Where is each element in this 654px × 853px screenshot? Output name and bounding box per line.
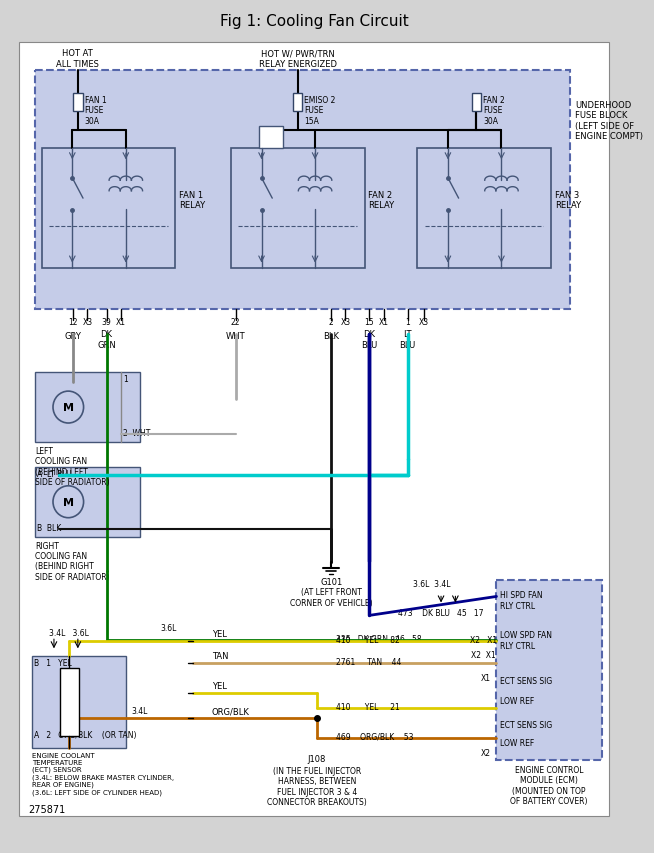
Text: 410      YEL     21: 410 YEL 21 xyxy=(336,702,400,711)
Bar xyxy=(35,71,570,310)
Text: X2   X1: X2 X1 xyxy=(470,635,498,644)
Text: WHT: WHT xyxy=(226,332,245,341)
Text: X1: X1 xyxy=(481,673,491,682)
Text: (IN THE FUEL INJECTOR
HARNESS, BETWEEN
FUEL INJECTOR 3 & 4
CONNECTOR BREAKOUTS): (IN THE FUEL INJECTOR HARNESS, BETWEEN F… xyxy=(267,766,367,806)
Text: X3: X3 xyxy=(82,318,92,327)
Text: DK
GRN: DK GRN xyxy=(97,330,116,350)
Text: X2  X1: X2 X1 xyxy=(471,651,496,659)
Text: B  BLK: B BLK xyxy=(37,523,61,532)
Bar xyxy=(60,669,78,736)
Text: 410      YEL     82: 410 YEL 82 xyxy=(336,635,400,644)
Text: EMISO 2
FUSE
15A: EMISO 2 FUSE 15A xyxy=(304,96,336,125)
Text: M: M xyxy=(63,497,74,508)
Text: B   1   YEL: B 1 YEL xyxy=(34,659,72,667)
Text: X1: X1 xyxy=(116,318,126,327)
Text: A  LT BLU: A LT BLU xyxy=(37,469,71,479)
Text: ORG/BLK: ORG/BLK xyxy=(212,706,250,716)
Bar xyxy=(472,94,481,112)
Bar xyxy=(293,94,302,112)
Text: HOT W/ PWR/TRN
RELAY ENERGIZED: HOT W/ PWR/TRN RELAY ENERGIZED xyxy=(259,49,337,68)
Text: DK
BLU: DK BLU xyxy=(361,330,377,350)
Text: X1: X1 xyxy=(379,318,388,327)
Text: FAN 1
FUSE
30A: FAN 1 FUSE 30A xyxy=(84,96,107,125)
Text: YEL: YEL xyxy=(212,682,226,690)
Text: 275871: 275871 xyxy=(28,804,65,814)
Text: 469    ORG/BLK    53: 469 ORG/BLK 53 xyxy=(336,732,413,740)
Text: LOW REF: LOW REF xyxy=(500,738,534,747)
Text: 2: 2 xyxy=(329,318,334,327)
Bar xyxy=(496,581,602,760)
Text: FAN 3
RELAY: FAN 3 RELAY xyxy=(555,191,581,210)
Text: G101: G101 xyxy=(320,577,342,586)
Text: M: M xyxy=(63,403,74,413)
Text: 1: 1 xyxy=(123,374,128,384)
Text: ENGINE CONTROL
MODULE (ECM)
(MOUNTED ON TOP
OF BATTERY COVER): ENGINE CONTROL MODULE (ECM) (MOUNTED ON … xyxy=(510,765,588,805)
Bar xyxy=(42,148,175,268)
Text: FAN 2
RELAY: FAN 2 RELAY xyxy=(368,191,394,210)
Text: 335   DK GRN   46   58: 335 DK GRN 46 58 xyxy=(336,634,422,643)
Text: 39: 39 xyxy=(101,318,111,327)
Text: YEL: YEL xyxy=(212,630,226,639)
Text: LOW SPD FAN
RLY CTRL: LOW SPD FAN RLY CTRL xyxy=(500,630,552,650)
Text: 15: 15 xyxy=(364,318,374,327)
Bar xyxy=(73,94,82,112)
Bar xyxy=(417,148,551,268)
Text: J108: J108 xyxy=(307,754,326,763)
Circle shape xyxy=(53,486,84,518)
Text: UNDERHOOD
FUSE BLOCK
(LEFT SIDE OF
ENGINE COMPT): UNDERHOOD FUSE BLOCK (LEFT SIDE OF ENGIN… xyxy=(575,101,643,141)
Bar xyxy=(231,148,364,268)
Bar xyxy=(35,373,140,443)
Text: 3.6L: 3.6L xyxy=(160,624,177,633)
Text: 2761     TAN    44: 2761 TAN 44 xyxy=(336,657,402,666)
Text: HOT AT
ALL TIMES: HOT AT ALL TIMES xyxy=(56,49,99,68)
Text: Fig 1: Cooling Fan Circuit: Fig 1: Cooling Fan Circuit xyxy=(220,14,408,29)
Text: 3.4L   3.6L: 3.4L 3.6L xyxy=(49,629,89,637)
Text: FAN 2
FUSE
30A: FAN 2 FUSE 30A xyxy=(483,96,505,125)
Text: X3: X3 xyxy=(340,318,351,327)
Text: ENGINE COOLANT
TEMPERATURE
(ECT) SENSOR
(3.4L: BELOW BRAKE MASTER CYLINDER,
REAR: ENGINE COOLANT TEMPERATURE (ECT) SENSOR … xyxy=(32,752,174,795)
Text: LT
BLU: LT BLU xyxy=(400,330,416,350)
Text: 3.6L  3.4L: 3.6L 3.4L xyxy=(413,579,450,588)
Text: BLK: BLK xyxy=(323,332,339,341)
Bar xyxy=(260,127,283,148)
Text: FAN 1
RELAY: FAN 1 RELAY xyxy=(179,191,205,210)
Bar xyxy=(35,467,140,537)
Text: LEFT
COOLING FAN
(BEHIND LEFT
SIDE OF RADIATOR): LEFT COOLING FAN (BEHIND LEFT SIDE OF RA… xyxy=(35,446,109,486)
Text: 22: 22 xyxy=(231,318,240,327)
Text: ECT SENS SIG: ECT SENS SIG xyxy=(500,676,553,685)
Text: 12: 12 xyxy=(68,318,78,327)
Text: TAN: TAN xyxy=(212,652,228,660)
Circle shape xyxy=(53,392,84,423)
Text: 2  WHT: 2 WHT xyxy=(123,428,150,438)
Text: (AT LEFT FRONT
CORNER OF VEHICLE): (AT LEFT FRONT CORNER OF VEHICLE) xyxy=(290,588,372,607)
Text: 473    DK BLU   45   17: 473 DK BLU 45 17 xyxy=(398,609,483,618)
Text: ECT SENS SIG: ECT SENS SIG xyxy=(500,720,553,729)
Text: GRY: GRY xyxy=(65,332,82,341)
Text: X3: X3 xyxy=(419,318,429,327)
Text: LOW REF: LOW REF xyxy=(500,696,534,705)
Text: HI SPD FAN
RLY CTRL: HI SPD FAN RLY CTRL xyxy=(500,591,543,610)
Text: A   2   ORG/BLK    (OR TAN): A 2 ORG/BLK (OR TAN) xyxy=(34,730,137,740)
Text: RIGHT
COOLING FAN
(BEHIND RIGHT
SIDE OF RADIATOR): RIGHT COOLING FAN (BEHIND RIGHT SIDE OF … xyxy=(35,541,109,581)
Bar xyxy=(32,657,126,748)
Text: 3.4L: 3.4L xyxy=(132,706,148,716)
Text: 1: 1 xyxy=(405,318,410,327)
Text: X2: X2 xyxy=(481,748,491,757)
